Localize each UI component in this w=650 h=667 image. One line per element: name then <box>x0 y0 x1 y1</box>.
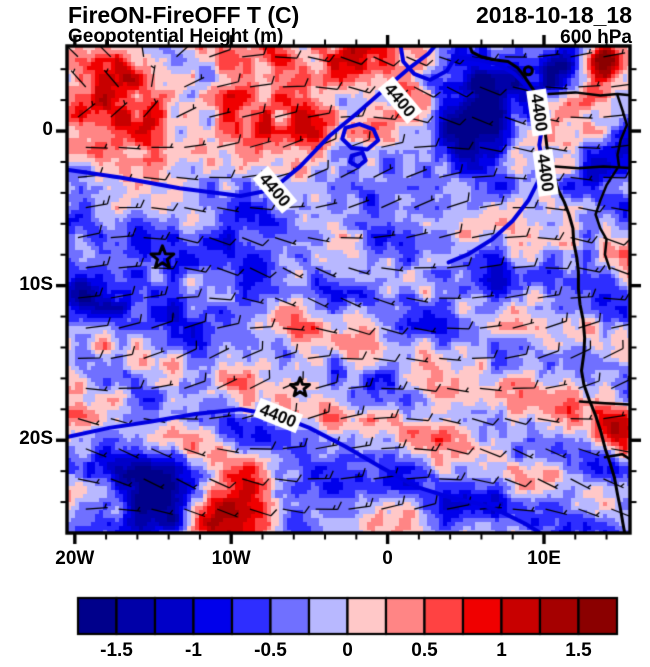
colorbar-tick-label: 1 <box>496 640 507 661</box>
colorbar-tick-label: 1.5 <box>565 640 592 661</box>
x-axis-tick-label: 10W <box>211 548 251 569</box>
x-axis-tick-label: 0 <box>382 548 393 569</box>
colorbar-tick-label: -0.5 <box>254 640 287 661</box>
x-axis-tick-label: 20W <box>55 548 95 569</box>
y-axis-tick-label: 0 <box>42 119 53 141</box>
colorbar-tick-label: 0 <box>342 640 353 661</box>
colorbar-tick-label: 0.5 <box>411 640 438 661</box>
y-axis-tick-label: 20S <box>19 428 53 450</box>
colorbar-tick-label: -1 <box>185 640 202 661</box>
y-axis-tick-label: 10S <box>19 273 53 295</box>
colorbar-tick-label: -1.5 <box>100 640 133 661</box>
x-axis-tick-label: 10E <box>527 548 561 569</box>
